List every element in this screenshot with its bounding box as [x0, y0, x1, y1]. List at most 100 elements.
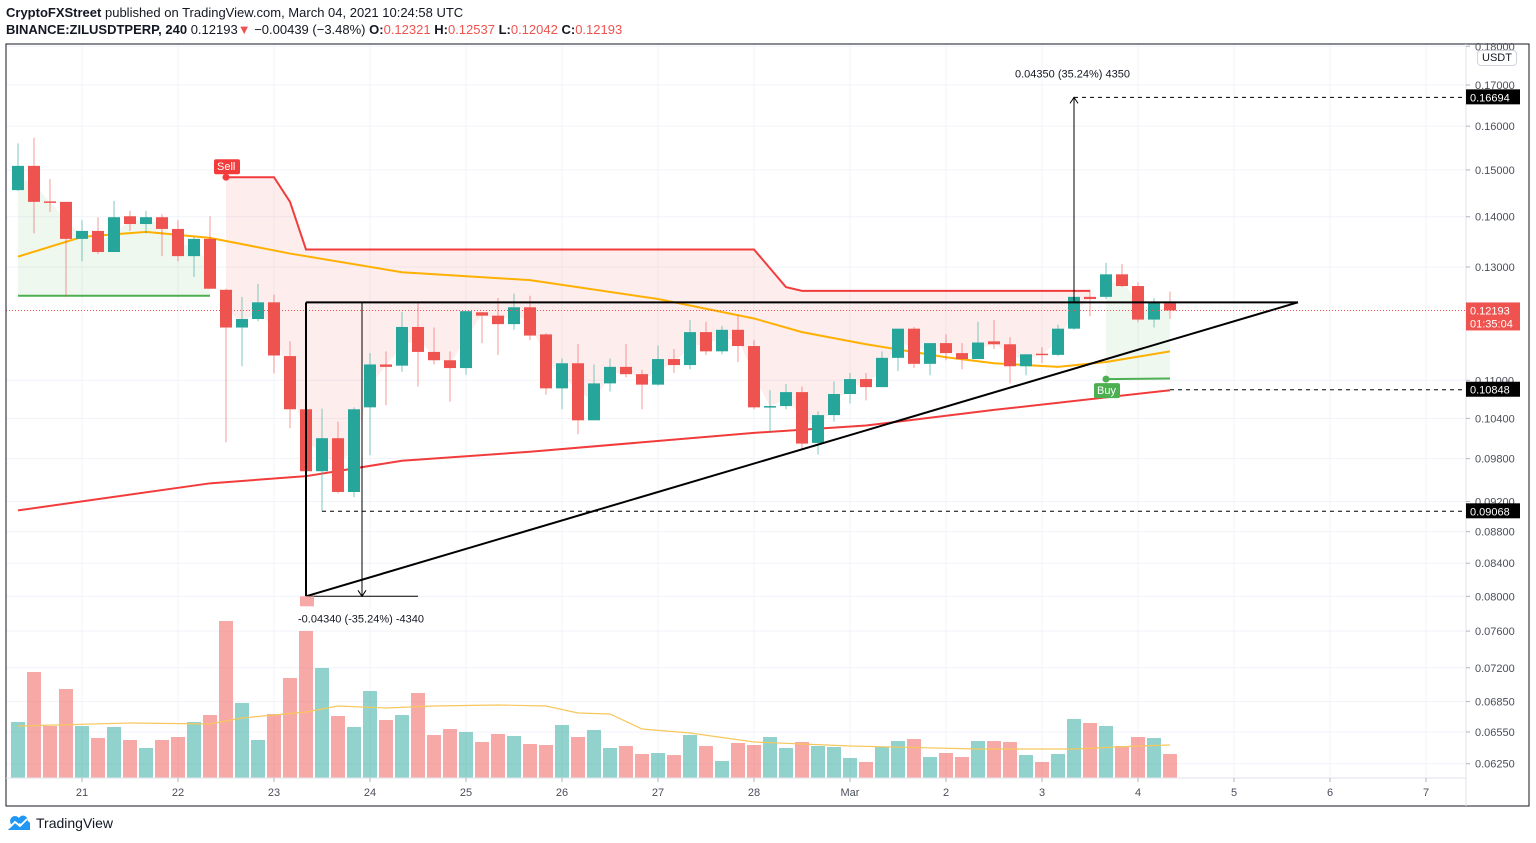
volume-bar: [811, 746, 825, 778]
candle-body: [28, 165, 40, 202]
candle: [940, 334, 952, 361]
price-tick-label: 0.16000: [1475, 121, 1515, 133]
chart-border: [5, 43, 1530, 807]
signal-dot: [1102, 375, 1110, 383]
candle-body: [556, 363, 568, 389]
price-label-box: [1466, 302, 1520, 331]
close-value: 0.12193: [575, 22, 623, 37]
time-tick-label: 4: [1135, 787, 1141, 799]
candle-body: [1068, 296, 1080, 329]
candle: [492, 297, 504, 355]
volume-bar: [251, 740, 265, 778]
candle: [380, 351, 392, 406]
volume-bar: [203, 715, 217, 778]
volume-bar: [1131, 737, 1145, 778]
volume-bar: [683, 735, 697, 778]
volume-bar: [427, 735, 441, 778]
candle-body: [892, 328, 904, 358]
candle-body: [716, 329, 728, 352]
price-label-box: [1466, 89, 1520, 105]
candle-body: [1036, 353, 1048, 356]
candle: [268, 294, 280, 374]
signal-dot: [222, 173, 230, 181]
candle: [892, 328, 904, 372]
candle: [1020, 354, 1032, 376]
candle: [844, 372, 856, 404]
volume-bar: [619, 746, 633, 778]
candle-body: [348, 409, 360, 492]
candle-body: [764, 406, 776, 408]
price-tick-label: 0.07200: [1475, 663, 1515, 675]
volume-bar: [891, 741, 905, 778]
currency-button[interactable]: USDT: [1477, 50, 1517, 66]
volume-bar: [763, 737, 777, 778]
candle-body: [444, 360, 456, 369]
candle-body: [1020, 354, 1032, 367]
volume-bar: [43, 726, 57, 778]
candle-body: [572, 363, 584, 421]
candle-body: [700, 332, 712, 352]
volume-bar: [315, 668, 329, 778]
candle-body: [604, 366, 616, 384]
candle-body: [428, 351, 440, 361]
time-tick-label: 27: [652, 787, 664, 799]
tradingview-logo[interactable]: TradingView: [6, 815, 113, 831]
candle: [476, 312, 488, 344]
candle: [140, 210, 152, 234]
candle: [956, 343, 968, 370]
candle-body: [172, 228, 184, 257]
candle-body: [332, 438, 344, 492]
time-tick-label: 25: [460, 787, 472, 799]
candle: [444, 351, 456, 402]
volume-bar: [555, 725, 569, 778]
candle-body: [940, 343, 952, 354]
candle-body: [12, 165, 24, 191]
volume-bar: [299, 631, 313, 778]
publisher-name[interactable]: CryptoFXStreet: [6, 5, 102, 20]
candle: [28, 137, 40, 234]
candle: [1036, 347, 1048, 364]
measure-point-marker: [300, 596, 314, 607]
volume-bar: [219, 621, 233, 778]
candle-body: [1004, 344, 1016, 367]
open-label: O:: [369, 22, 384, 37]
candle: [1116, 263, 1128, 288]
candle-body: [76, 230, 88, 239]
sell-signal: Sell: [214, 159, 240, 181]
candle-body: [780, 392, 792, 407]
volume-bar: [875, 747, 889, 778]
candle: [924, 343, 936, 376]
time-tick-label: 24: [364, 787, 376, 799]
price-tick-label: 0.14000: [1475, 212, 1515, 224]
volume-bar: [1083, 723, 1097, 778]
volume-bar: [571, 737, 585, 778]
candle: [348, 407, 360, 498]
candle: [92, 217, 104, 255]
candle: [236, 296, 248, 367]
time-tick-label: 23: [268, 787, 280, 799]
candle-body: [236, 319, 248, 328]
candle: [1052, 324, 1064, 357]
supertrend-line-down: [226, 176, 1090, 292]
candle-body: [844, 379, 856, 395]
candle-body: [60, 201, 72, 239]
low-label: L:: [498, 22, 511, 37]
candle: [108, 200, 120, 253]
symbol-name[interactable]: BINANCE:ZILUSDTPERP, 240: [6, 22, 188, 37]
candle: [60, 201, 72, 297]
volume-bar: [1051, 754, 1065, 778]
volume-ma-line: [17, 704, 1171, 750]
candle-body: [812, 415, 824, 443]
volume-bar: [587, 730, 601, 778]
price-label-box: [1466, 503, 1520, 519]
price-tick-label: 0.15000: [1475, 165, 1515, 177]
symbol-legend: BINANCE:ZILUSDTPERP, 240 0.12193▼ −0.004…: [6, 22, 622, 37]
volume-bar: [347, 727, 361, 778]
close-label: C:: [561, 22, 576, 37]
candle: [12, 143, 24, 192]
candle-body: [540, 334, 552, 389]
price-tick-label: 0.07600: [1475, 626, 1515, 638]
volume-bar: [1099, 726, 1113, 778]
supertrend-line-up: [1105, 377, 1171, 381]
